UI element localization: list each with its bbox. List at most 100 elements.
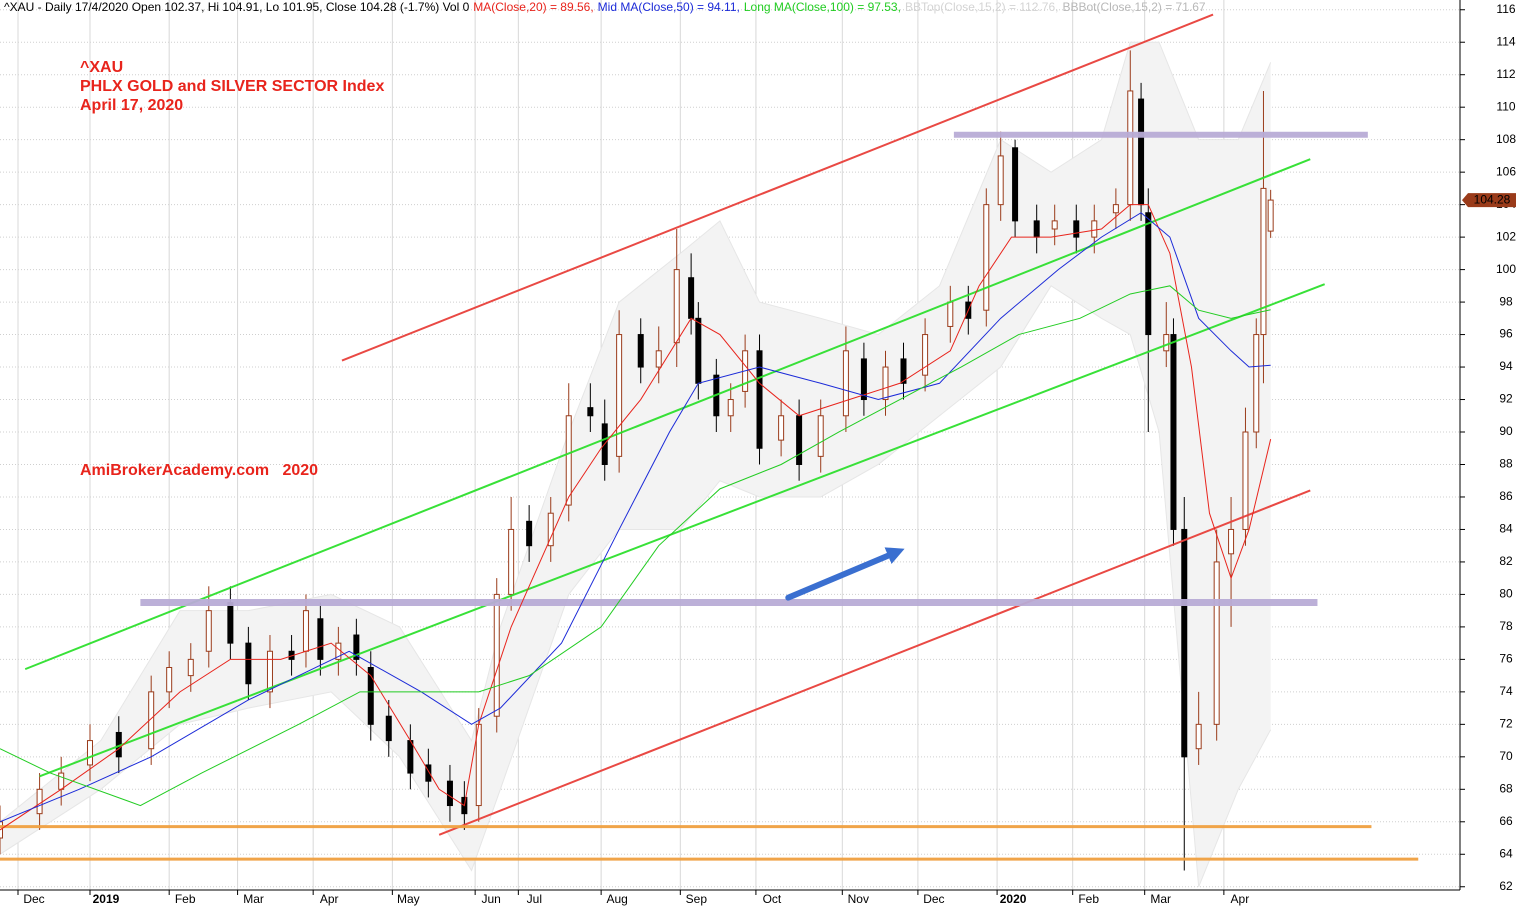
header-part: Long MA(Close,100) = 97.53,: [744, 0, 901, 14]
x-tick-label: 2019: [93, 892, 120, 906]
candle-body: [353, 634, 360, 660]
candle-body: [842, 350, 849, 417]
candle-body: [882, 366, 889, 401]
candle-body: [947, 301, 954, 327]
candle-body: [778, 415, 785, 441]
header-part: ^XAU - Daily 17/4/2020 Open 102.37, Hi 1…: [4, 0, 470, 14]
candle-body: [997, 155, 1004, 206]
overlays: [0, 13, 1419, 861]
y-tick-label: 76: [1499, 652, 1513, 666]
y-tick-label: 98: [1499, 294, 1513, 308]
candle-body: [245, 642, 252, 685]
y-tick-label: 82: [1499, 554, 1513, 568]
x-tick-label: Apr: [1231, 892, 1250, 906]
candle-body: [817, 415, 824, 457]
moving-average: [0, 212, 1271, 823]
candle-body: [688, 277, 695, 319]
x-tick-label: Apr: [320, 892, 339, 906]
candle-body: [367, 667, 374, 725]
candle-body: [1267, 199, 1274, 232]
moving-average: [0, 285, 1271, 807]
candle-body: [983, 204, 990, 311]
candle-body: [446, 780, 453, 807]
y-tick-label: 78: [1499, 619, 1513, 633]
candle-body: [1242, 431, 1249, 530]
candle-body: [1138, 98, 1145, 206]
candle-body: [616, 334, 623, 457]
y-tick-label: 66: [1499, 814, 1513, 828]
candle-body: [756, 350, 763, 449]
annotation: April 17, 2020: [80, 97, 183, 114]
candle-body: [205, 610, 212, 652]
candle-body: [58, 772, 65, 790]
x-tick-label: Jul: [527, 892, 542, 906]
header-part: BBBot(Close,15,2) = 71.67: [1063, 0, 1206, 14]
x-tick-label: Dec: [923, 892, 944, 906]
trendline: [341, 13, 1214, 362]
candle-body: [547, 512, 554, 547]
candle-body: [1033, 220, 1040, 238]
y-tick-label: 80: [1499, 587, 1513, 601]
bands: [0, 41, 1272, 887]
candle-body: [655, 350, 662, 368]
candle-body: [673, 269, 680, 344]
candle-body: [1260, 187, 1267, 336]
y-tick-label: 84: [1499, 522, 1513, 536]
candle-body: [1195, 723, 1202, 750]
candle-body: [1112, 204, 1119, 214]
header-part: MA(Close,20) = 89.56,: [473, 0, 593, 14]
y-tick-label: 92: [1499, 392, 1513, 406]
trendline: [39, 283, 1326, 778]
y-tick-label: 114: [1496, 34, 1515, 48]
candle-body: [922, 334, 929, 376]
candle-body: [1253, 334, 1260, 433]
candle-body: [266, 650, 273, 693]
candle-body: [1127, 90, 1134, 206]
bollinger-band: [0, 42, 1271, 887]
candle-body: [302, 610, 309, 652]
x-tick-label: May: [397, 892, 420, 906]
y-tick-label: 116: [1496, 2, 1515, 16]
price-tag: [1462, 193, 1516, 208]
candle-body: [187, 658, 194, 677]
bollinger-bottom: [0, 285, 1272, 887]
candle-body: [526, 520, 533, 547]
candle-body: [86, 740, 93, 766]
x-tick-label: Oct: [763, 892, 782, 906]
candle-body: [36, 788, 43, 815]
candle-body: [1170, 334, 1177, 530]
y-tick-label: 90: [1499, 424, 1513, 438]
header-part: BBTop(Close,15,2) = 112.76,: [905, 0, 1059, 14]
candle-body: [587, 407, 594, 417]
moving-average: [0, 204, 1272, 831]
y-tick-label: 106: [1496, 164, 1516, 178]
x-tick-label: Aug: [606, 892, 627, 906]
y-tick-label: 102: [1496, 229, 1516, 243]
x-tick-label: Dec: [23, 892, 44, 906]
candle-body: [695, 317, 702, 384]
y-tick-label: 110: [1496, 99, 1515, 113]
y-tick-label: 70: [1499, 749, 1513, 763]
y-tick-label: 72: [1499, 717, 1513, 731]
y-tick-label: 96: [1499, 327, 1513, 341]
y-tick-label: 64: [1499, 846, 1513, 860]
candle-body: [1091, 220, 1098, 238]
candle-body: [385, 715, 392, 742]
candles: [0, 50, 1274, 871]
candle-body: [425, 764, 432, 782]
price-tag-label: 104.28: [1474, 192, 1511, 206]
x-tick-label: Jun: [481, 892, 500, 906]
candle-body: [1012, 147, 1019, 222]
candle-body: [0, 821, 3, 839]
y-tick-label: 68: [1499, 781, 1513, 795]
candle-body: [727, 399, 734, 417]
candle-body: [637, 334, 644, 368]
candle-body: [1145, 212, 1152, 336]
candle-body: [1163, 334, 1170, 352]
candle-body: [407, 740, 414, 774]
annotation: PHLX GOLD and SILVER SECTOR Index: [80, 78, 384, 95]
y-tick-label: 88: [1499, 457, 1513, 471]
x-tick-label: Feb: [175, 892, 196, 906]
